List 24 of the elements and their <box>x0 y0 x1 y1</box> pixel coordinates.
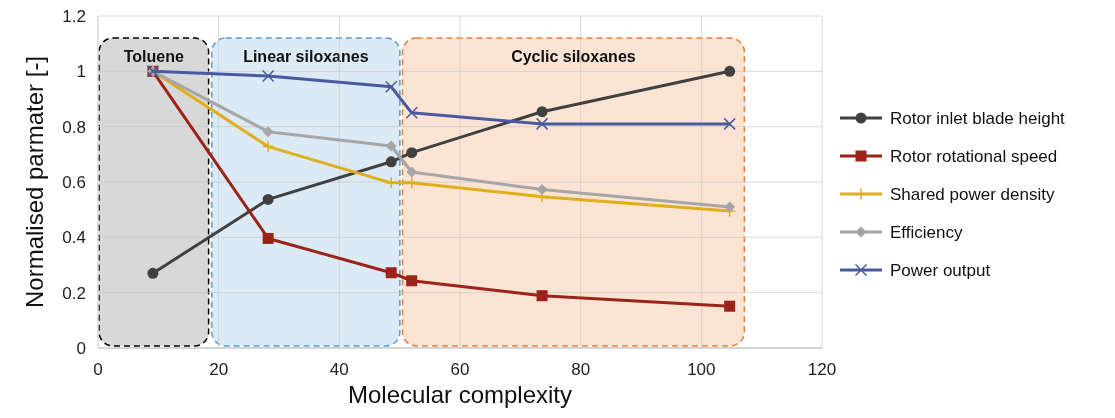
x-tick-label: 20 <box>209 360 229 379</box>
x-axis-title: Molecular complexity <box>347 381 573 408</box>
band-label: Linear siloxanes <box>243 48 369 65</box>
y-tick-label: 0.2 <box>62 283 86 303</box>
legend-label: Shared power density <box>890 185 1055 204</box>
x-tick-label: 0 <box>93 360 103 379</box>
y-tick-label: 0.6 <box>62 173 86 192</box>
y-tick-label: 1.2 <box>62 7 86 26</box>
y-tick-label: 0 <box>76 339 86 358</box>
band-label: Cyclic siloxanes <box>511 48 636 65</box>
legend-label: Rotor rotational speed <box>890 147 1058 166</box>
x-tick-label: 80 <box>571 360 591 379</box>
legend-label: Efficiency <box>890 223 963 242</box>
x-tick-label: 40 <box>329 360 349 379</box>
y-axis-title: Normalised parmater [-] <box>21 55 48 309</box>
x-tick-label: 100 <box>687 360 716 379</box>
x-tick-label: 60 <box>450 360 470 379</box>
y-tick-label: 0.8 <box>62 117 86 137</box>
x-tick-label: 120 <box>807 360 837 379</box>
legend-label: Rotor inlet blade height <box>890 109 1066 128</box>
legend-label: Power output <box>890 261 991 280</box>
y-tick-label: 1 <box>76 62 86 82</box>
y-tick-label: 0.4 <box>62 228 86 248</box>
band-label: Toluene <box>123 48 184 65</box>
